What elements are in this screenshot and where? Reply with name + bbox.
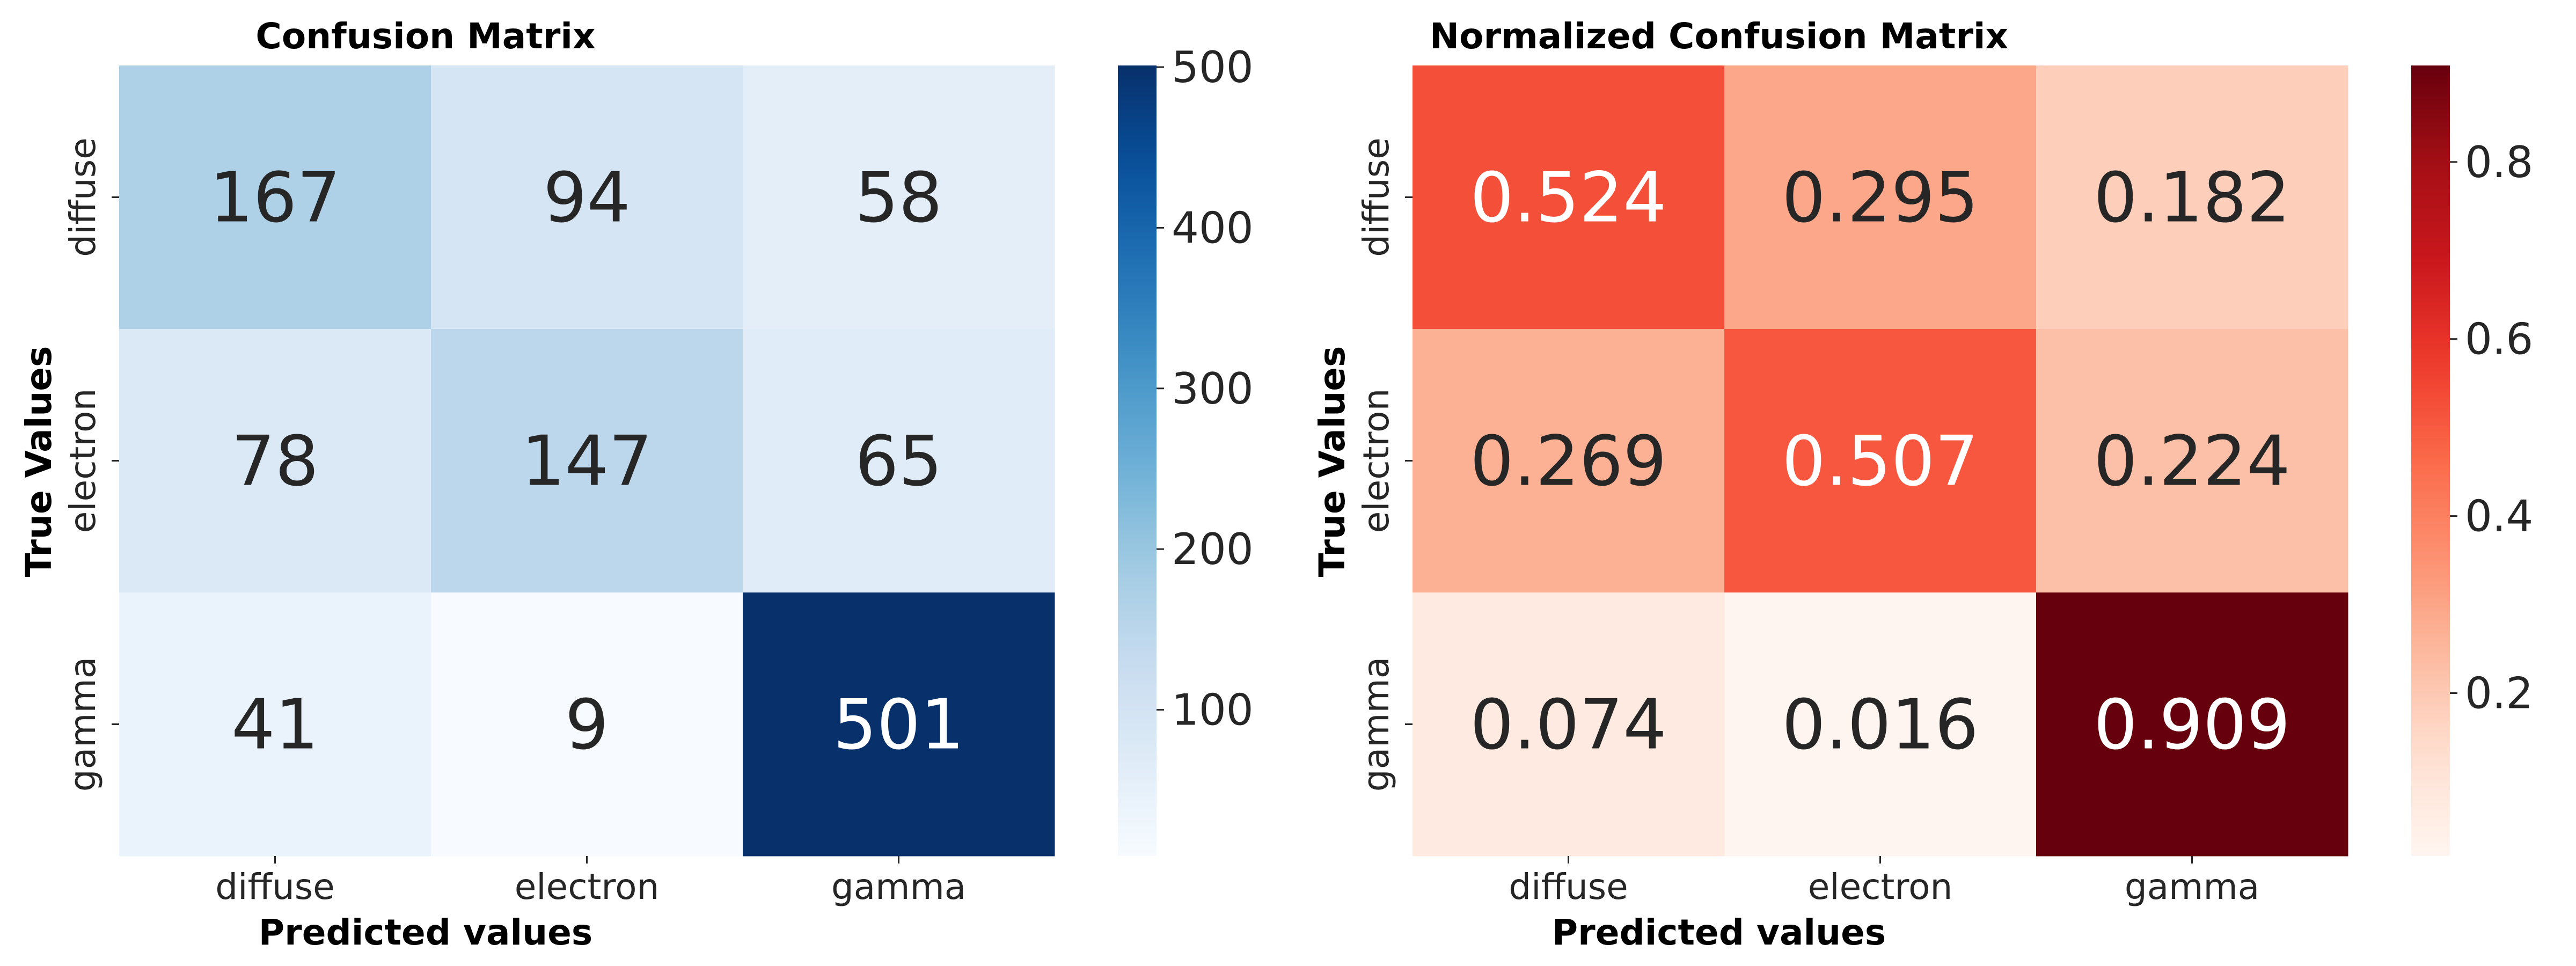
x-axis-label: Predicted values	[1552, 912, 1886, 953]
cell-value-label: 0.909	[2094, 685, 2290, 765]
colorbar-tick-label: 0.2	[2465, 668, 2533, 718]
colorbar-tick-label: 200	[1172, 524, 1254, 574]
x-tick-label: gamma	[831, 866, 966, 908]
colorbar-tick-label: 500	[1172, 42, 1254, 92]
heatmap-cell	[119, 65, 431, 330]
colorbar-tick-label: 0.4	[2465, 492, 2533, 541]
colorbar	[1118, 65, 1157, 856]
heatmap-cell	[2036, 329, 2348, 593]
y-tick-label: electron	[1356, 389, 1397, 533]
heatmap-cell	[431, 65, 743, 330]
heatmap-cell	[1413, 65, 1725, 330]
x-tick-label: electron	[515, 866, 660, 908]
cell-value-label: 94	[543, 158, 631, 238]
x-tick-label: diffuse	[215, 866, 335, 908]
cell-value-label: 167	[209, 158, 340, 238]
cell-value-label: 0.524	[1470, 158, 1666, 238]
colorbar-tick-label: 100	[1172, 685, 1254, 735]
cell-value-label: 65	[855, 422, 942, 502]
x-axis-label: Predicted values	[259, 912, 592, 953]
cell-value-label: 501	[833, 685, 964, 765]
cell-value-label: 0.074	[1470, 685, 1666, 765]
x-tick-label: gamma	[2125, 866, 2259, 908]
heatmap-cell	[431, 329, 743, 593]
colorbar-tick-label: 300	[1172, 364, 1254, 414]
chart-title: Confusion Matrix	[255, 16, 595, 57]
colorbar-ticks: 100 200 300 400 500	[1157, 42, 1254, 735]
y-tick-labels: diffuse electron gamma	[62, 137, 119, 792]
cell-value-label: 0.016	[1782, 685, 1978, 765]
heatmap-cell	[1413, 592, 1725, 857]
y-tick-label: electron	[62, 389, 104, 533]
cell-value-label: 78	[231, 422, 319, 502]
colorbar-ticks: 0.2 0.4 0.6 0.8	[2450, 137, 2533, 718]
cell-value-label: 9	[565, 685, 609, 765]
heatmap-cells: 0.524 0.295 0.182 0.269 0.507 0.224 0.074 0.016…	[1413, 65, 2348, 857]
heatmap-cell	[1724, 592, 2037, 857]
heatmap-cell	[1724, 329, 2037, 593]
y-tick-labels: diffuse electron gamma	[1356, 137, 1413, 792]
cell-value-label: 41	[231, 685, 319, 765]
colorbar-tick-label: 400	[1172, 203, 1254, 253]
y-tick-label: diffuse	[1356, 137, 1397, 257]
heatmap-cell	[2036, 65, 2348, 330]
confusion-matrix-panel: Confusion Matrix 167 94 58 78 147 65 41 9 501 di…	[18, 16, 1254, 953]
x-tick-label: electron	[1808, 866, 1953, 908]
heatmap-cell	[743, 329, 1055, 593]
heatmap-cell	[1413, 329, 1725, 593]
cell-value-label: 0.269	[1470, 422, 1666, 502]
cell-value-label: 147	[521, 422, 652, 502]
cell-value-label: 0.295	[1782, 158, 1978, 238]
normalized-confusion-matrix-panel: Normalized Confusion Matrix 0.524 0.295 0.…	[1312, 16, 2533, 953]
heatmap-cell	[743, 65, 1055, 330]
heatmap-cell	[431, 592, 743, 857]
x-tick-labels: diffuse electron gamma	[215, 856, 966, 908]
heatmap-cells: 167 94 58 78 147 65 41 9 501	[119, 65, 1055, 857]
heatmap-cell	[119, 592, 431, 857]
cell-value-label: 0.507	[1782, 422, 1978, 502]
cell-value-label: 58	[855, 158, 942, 238]
heatmap-cell	[743, 592, 1055, 857]
y-tick-label: gamma	[62, 657, 104, 792]
heatmap-cell	[1724, 65, 2037, 330]
cell-value-label: 0.224	[2094, 422, 2290, 502]
x-tick-label: diffuse	[1509, 866, 1628, 908]
y-tick-label: diffuse	[62, 137, 104, 257]
y-axis-label: True Values	[1312, 346, 1353, 577]
chart-title: Normalized Confusion Matrix	[1430, 16, 2008, 57]
y-axis-label: True Values	[18, 346, 60, 577]
colorbar-tick-label: 0.8	[2465, 137, 2533, 187]
heatmap-cell	[2036, 592, 2348, 857]
colorbar	[2411, 65, 2450, 856]
colorbar-tick-label: 0.6	[2465, 314, 2533, 364]
y-tick-label: gamma	[1356, 657, 1397, 792]
x-tick-labels: diffuse electron gamma	[1509, 856, 2259, 908]
cell-value-label: 0.182	[2094, 158, 2290, 238]
heatmap-cell	[119, 329, 431, 593]
